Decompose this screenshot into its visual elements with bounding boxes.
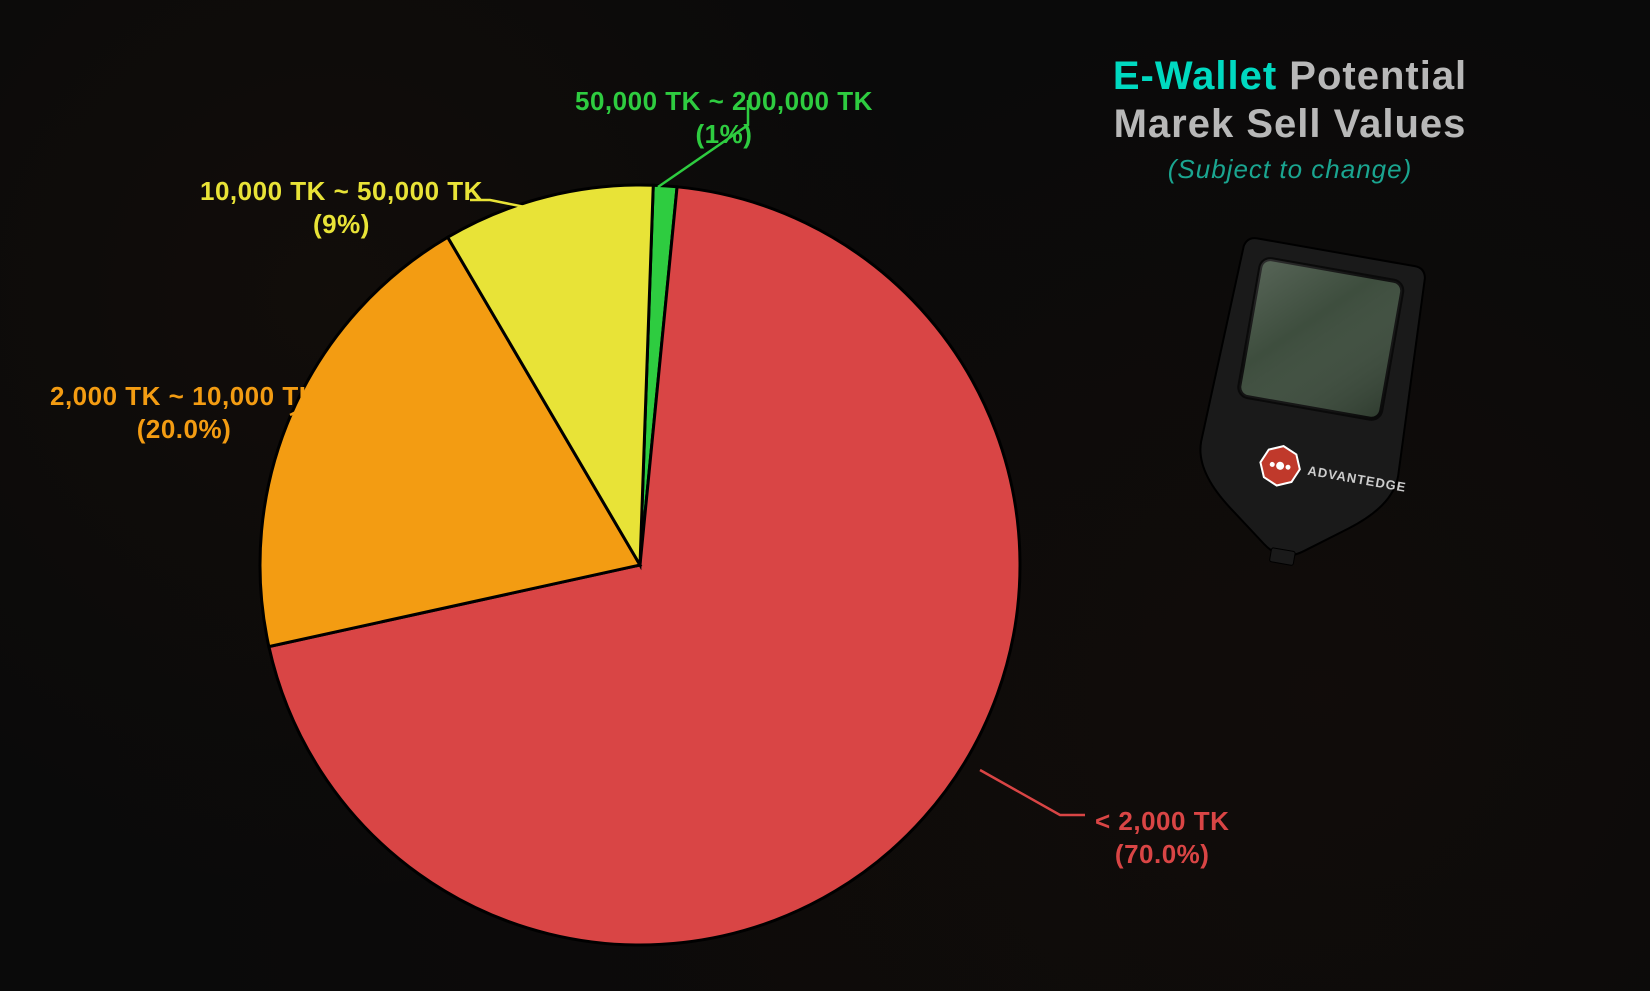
slice-label-yellow: 10,000 TK ~ 50,000 TK(9%) [200, 175, 483, 240]
slice-label-orange: 2,000 TK ~ 10,000 TK(20.0%) [50, 380, 318, 445]
slice-range-red: < 2,000 TK [1095, 805, 1229, 838]
leader-line-red [980, 770, 1085, 815]
slice-range-green: 50,000 TK ~ 200,000 TK [575, 85, 873, 118]
slice-pct-green: (1%) [575, 118, 873, 151]
slice-pct-orange: (20.0%) [50, 413, 318, 446]
ewallet-device-image: ADVANTEDGE [1160, 230, 1460, 570]
slice-label-red: < 2,000 TK(70.0%) [1095, 805, 1229, 870]
slice-range-yellow: 10,000 TK ~ 50,000 TK [200, 175, 483, 208]
slice-range-orange: 2,000 TK ~ 10,000 TK [50, 380, 318, 413]
slice-label-green: 50,000 TK ~ 200,000 TK(1%) [575, 85, 873, 150]
slice-pct-red: (70.0%) [1095, 838, 1229, 871]
slice-pct-yellow: (9%) [200, 208, 483, 241]
